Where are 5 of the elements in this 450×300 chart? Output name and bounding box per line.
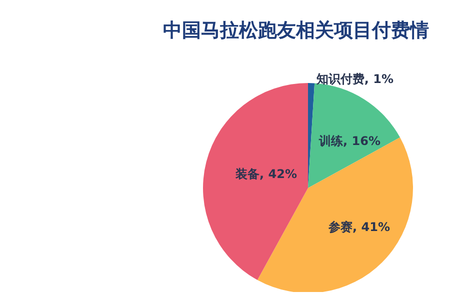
slice-label: 装备, 42%	[234, 167, 297, 182]
slice-label: 训练, 16%	[318, 134, 380, 148]
slice-label: 知识付费, 1%	[315, 72, 394, 86]
chart-title: 中国马拉松跑友相关项目付费情	[163, 20, 429, 42]
slice-label: 参赛, 41%	[328, 220, 390, 234]
